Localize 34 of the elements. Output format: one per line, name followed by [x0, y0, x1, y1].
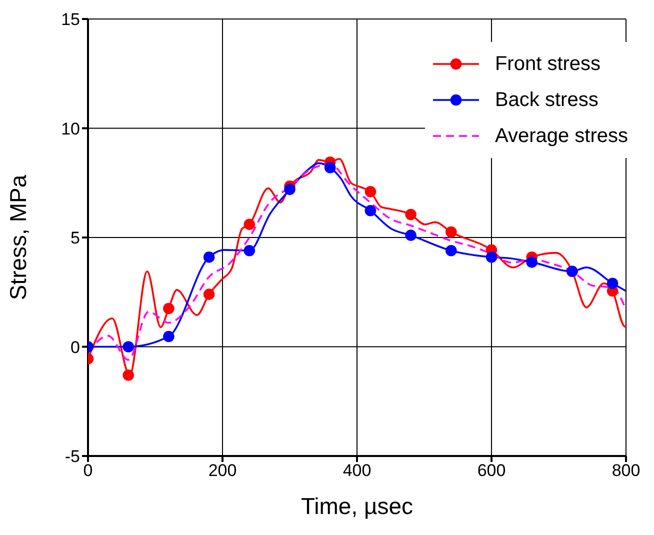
point — [163, 302, 174, 314]
x-tick-label: 400 — [342, 461, 372, 480]
point — [244, 218, 256, 230]
point — [203, 288, 215, 300]
point — [244, 244, 256, 256]
legend-label: Average stress — [494, 124, 628, 148]
point — [446, 244, 457, 256]
x-tick-label: 600 — [477, 461, 506, 480]
point — [446, 226, 457, 238]
point — [122, 370, 134, 381]
legend-label: Front stress — [494, 52, 601, 76]
y-tick-label: -5 — [64, 447, 80, 466]
y-tick-label: 10 — [61, 119, 80, 138]
point — [163, 330, 174, 342]
y-tick-label: 5 — [70, 228, 80, 248]
point — [405, 208, 416, 220]
x-tick-label: 0 — [83, 461, 93, 480]
y-tick-label: 0 — [70, 338, 80, 357]
x-axis-title: Time, µsec — [300, 493, 414, 519]
point — [526, 256, 538, 268]
y-tick-label: 15 — [61, 10, 80, 30]
point — [364, 204, 376, 216]
x-tick-label: 200 — [208, 461, 237, 480]
point — [203, 252, 215, 263]
point — [324, 162, 336, 174]
y-axis-title: Stress, MPa — [5, 174, 32, 300]
point — [364, 186, 376, 198]
point — [284, 184, 296, 196]
point — [606, 278, 618, 290]
legend-label: Back stress — [494, 88, 598, 112]
point — [122, 341, 134, 352]
point — [405, 230, 416, 241]
x-tick-label: 800 — [612, 461, 640, 480]
point — [486, 252, 498, 263]
